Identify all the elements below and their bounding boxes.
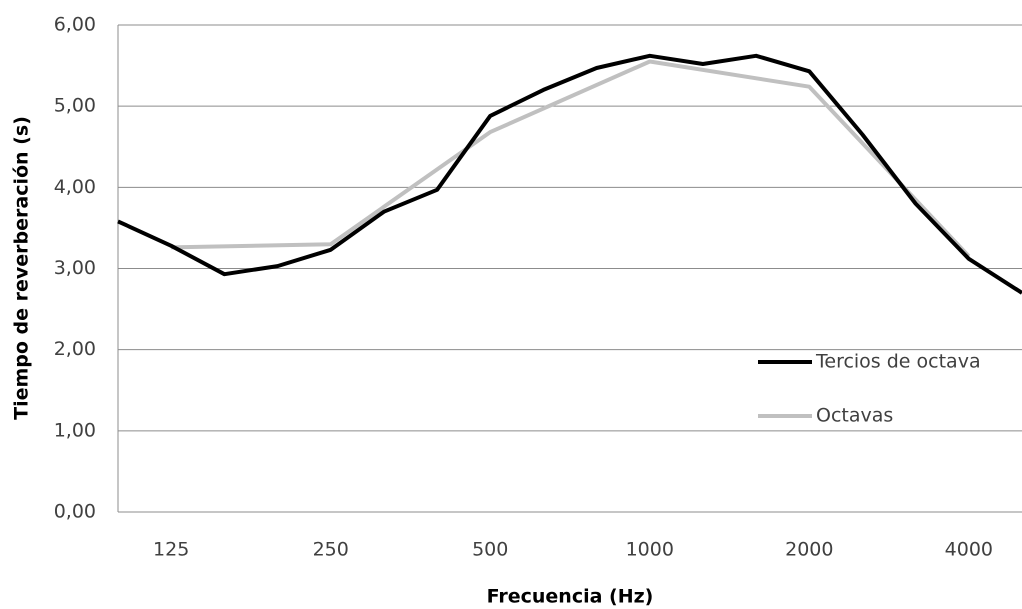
y-tick-label: 6,00 [54, 14, 96, 36]
series-line [117, 53, 1022, 295]
y-tick-label: 3,00 [54, 257, 96, 279]
x-tick-label: 500 [472, 539, 508, 561]
y-tick-label: 4,00 [54, 176, 96, 198]
series-line [171, 59, 971, 258]
x-tick-label: 250 [313, 539, 349, 561]
x-tick-label: 125 [153, 539, 189, 561]
y-axis-title: Tiempo de reverberación (s) [11, 116, 33, 420]
x-axis-title: Frecuencia (Hz) [487, 586, 654, 608]
x-tick-label: 2000 [785, 539, 833, 561]
legend-label: Octavas [816, 405, 893, 427]
x-tick-label: 1000 [626, 539, 674, 561]
x-tick-label: 4000 [945, 539, 993, 561]
y-tick-label: 0,00 [54, 501, 96, 523]
y-tick-label: 1,00 [54, 419, 96, 441]
y-tick-label: 2,00 [54, 338, 96, 360]
y-tick-label: 5,00 [54, 95, 96, 117]
legend-label: Tercios de octava [815, 351, 981, 373]
